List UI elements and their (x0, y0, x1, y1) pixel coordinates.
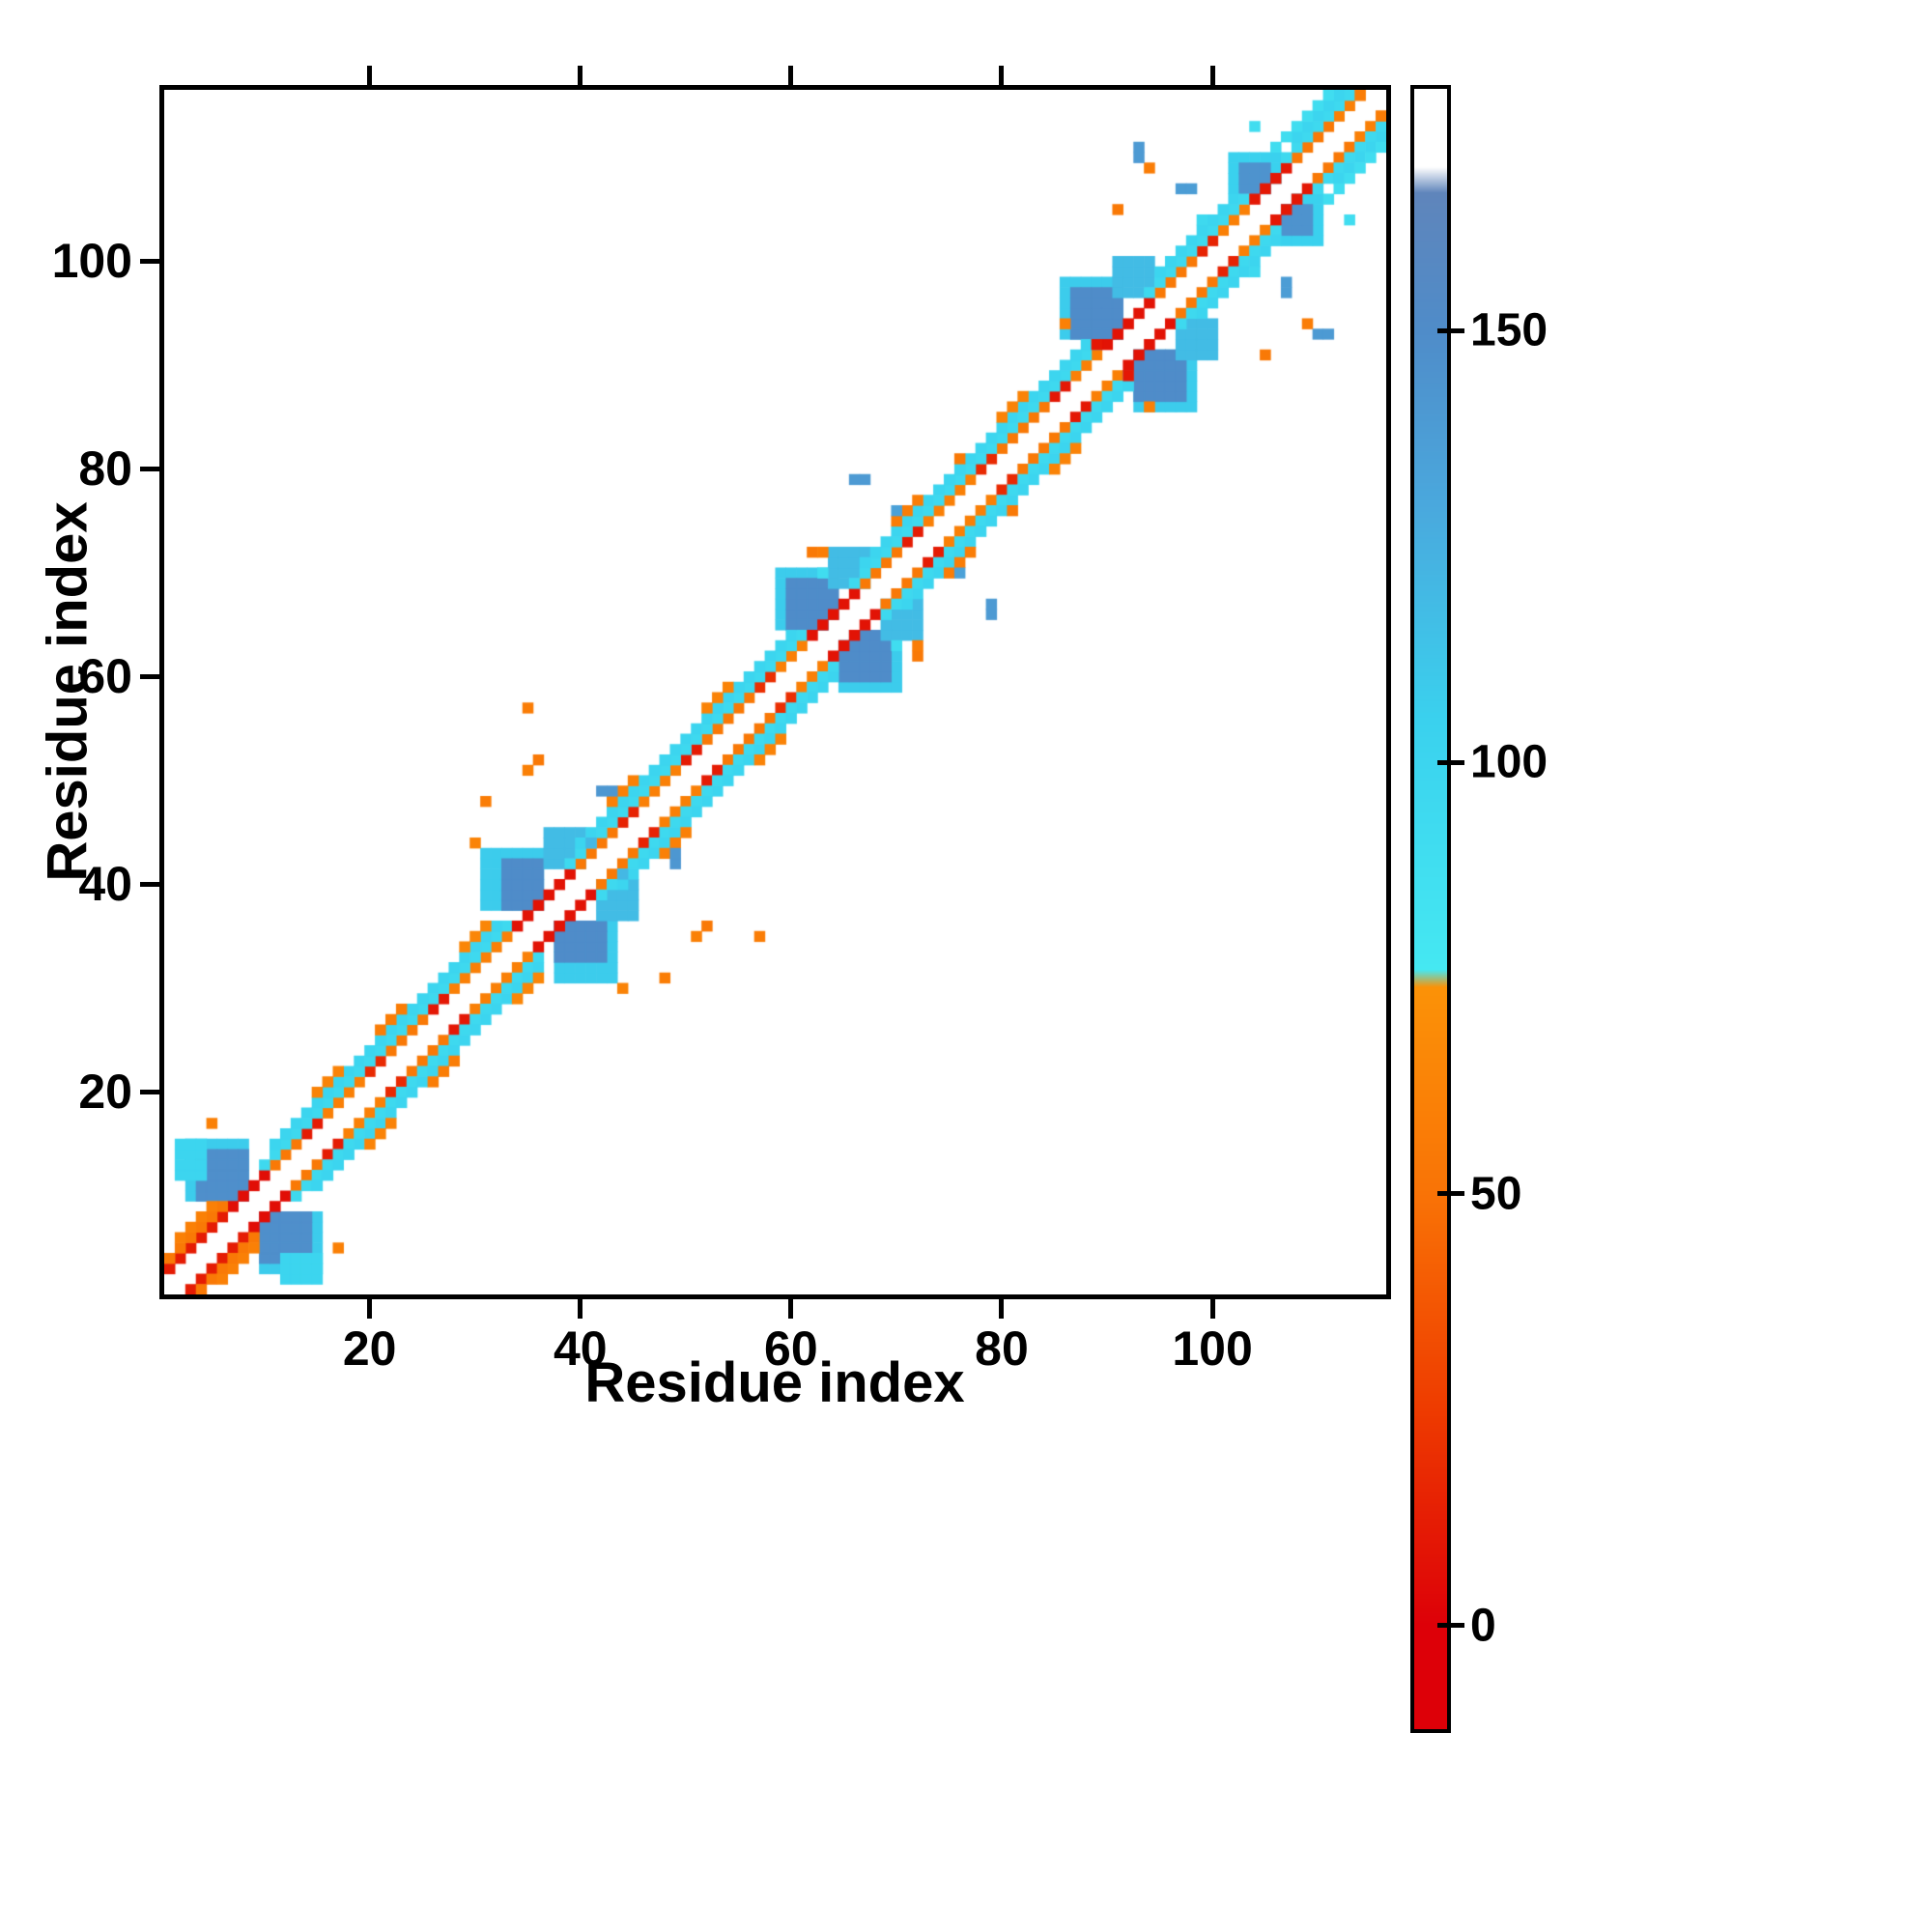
tick-mark (999, 1299, 1005, 1319)
x-tick-label: 40 (553, 1321, 608, 1376)
tick-mark (140, 673, 159, 679)
colorbar-tick-label: 100 (1470, 736, 1548, 788)
tick-mark (1209, 66, 1215, 85)
colorbar (1410, 85, 1451, 1733)
heatmap-canvas (164, 90, 1386, 1294)
tick-mark (999, 66, 1005, 85)
x-axis-title: Residue index (584, 1351, 965, 1414)
tick-mark (367, 66, 373, 85)
colorbar-tick-mark (1437, 1191, 1464, 1197)
tick-mark (788, 1299, 794, 1319)
x-tick-label: 80 (975, 1321, 1029, 1376)
colorbar-tick-label: 0 (1470, 1600, 1496, 1652)
x-tick-label: 60 (764, 1321, 818, 1376)
y-tick-label: 40 (78, 857, 132, 912)
colorbar-tick-label: 150 (1470, 304, 1548, 356)
y-tick-label: 20 (78, 1065, 132, 1120)
tick-mark (140, 258, 159, 264)
y-tick-label: 80 (78, 441, 132, 497)
tick-mark (1209, 1299, 1215, 1319)
tick-mark (788, 66, 794, 85)
tick-mark (140, 881, 159, 887)
colorbar-tick-mark (1437, 327, 1464, 333)
colorbar-canvas (1414, 89, 1447, 1729)
colorbar-tick-mark (1437, 1623, 1464, 1629)
x-tick-label: 20 (342, 1321, 397, 1376)
colorbar-tick-mark (1437, 759, 1464, 765)
tick-mark (367, 1299, 373, 1319)
x-tick-label: 100 (1172, 1321, 1253, 1376)
tick-mark (578, 66, 583, 85)
tick-mark (578, 1299, 583, 1319)
tick-mark (140, 466, 159, 471)
colorbar-tick-label: 50 (1470, 1168, 1522, 1220)
plot-frame (159, 85, 1391, 1299)
y-tick-label: 60 (78, 649, 132, 704)
y-tick-label: 100 (51, 234, 132, 289)
tick-mark (140, 1089, 159, 1094)
